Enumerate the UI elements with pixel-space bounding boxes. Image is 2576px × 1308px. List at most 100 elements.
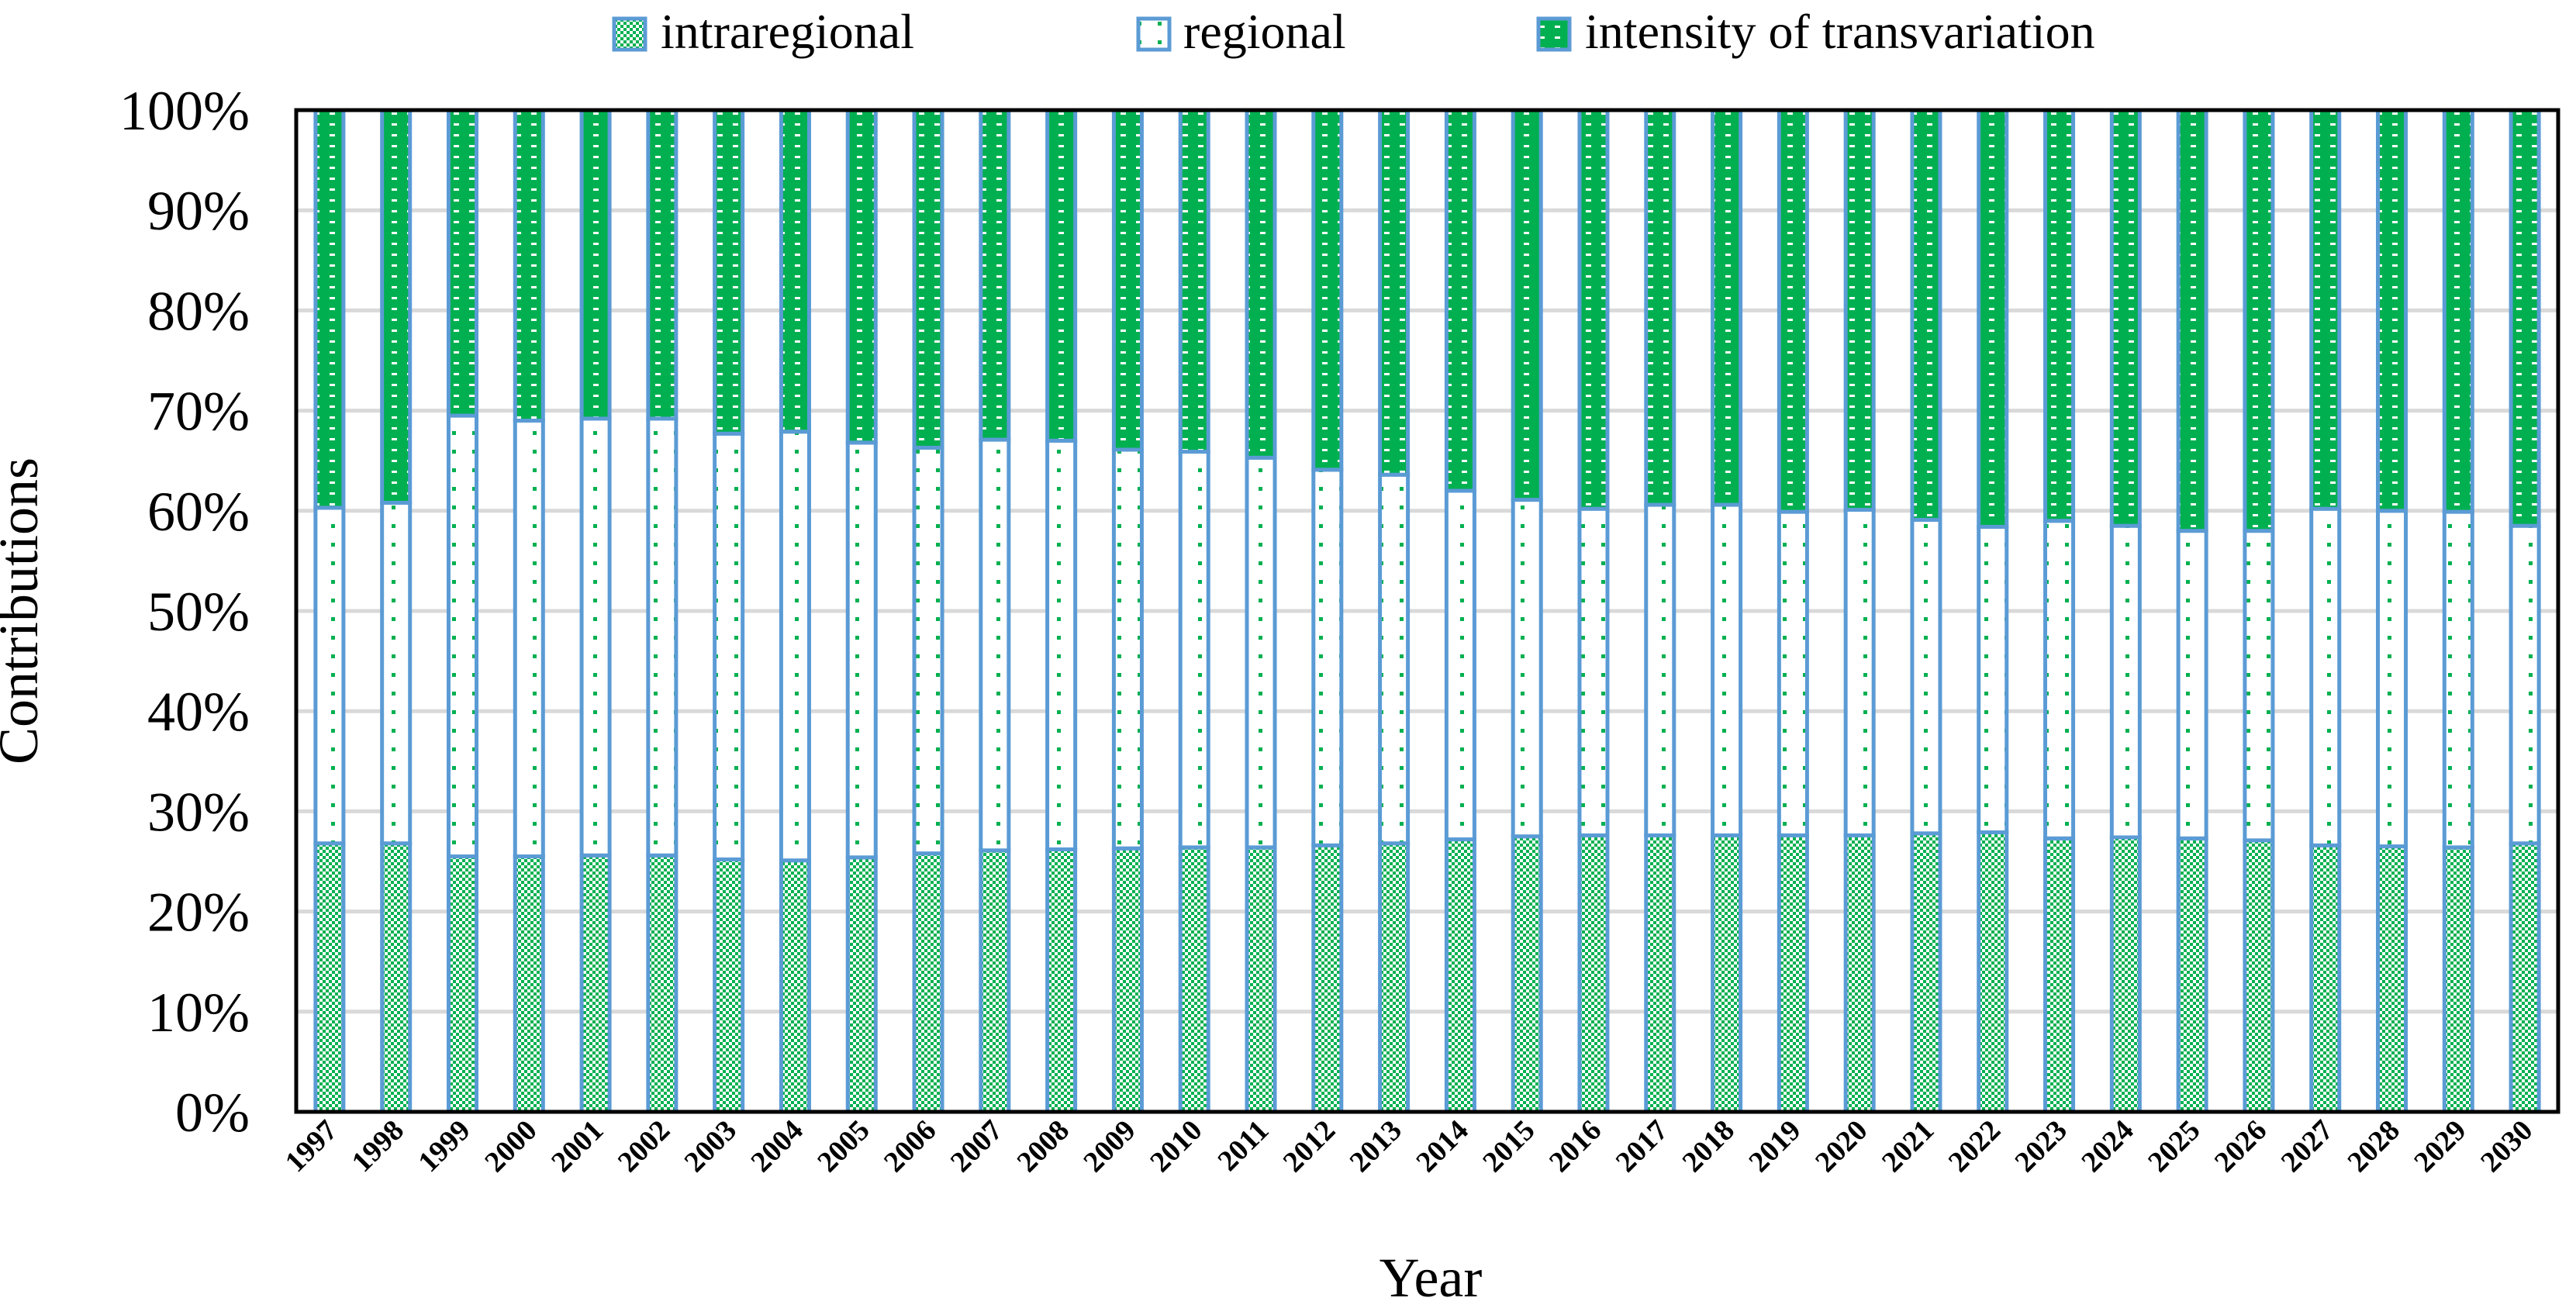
y-tick-label: 40%	[147, 681, 250, 743]
y-tick-label: 0%	[175, 1082, 250, 1144]
bar-segment-regional-2027	[2309, 506, 2342, 847]
bar-segment-intraregional-2016	[1577, 833, 1610, 1114]
x-tick-label: 1997	[279, 1114, 344, 1179]
x-tick-label: 2021	[1876, 1114, 1940, 1179]
bar-segment-intraregional-2014	[1444, 837, 1476, 1114]
x-tick-label: 2019	[1742, 1114, 1807, 1179]
x-tick-label: 2004	[744, 1114, 809, 1179]
x-axis-title: Year	[1380, 1247, 1483, 1308]
bar-segment-intraregional-2015	[1511, 834, 1543, 1114]
bar-segment-regional-2000	[513, 419, 545, 859]
bar-segment-intensity-of-transvariation-2030	[2509, 108, 2541, 528]
bar-segment-regional-2011	[1245, 455, 1277, 850]
bar-segment-intraregional-2022	[1977, 830, 2009, 1114]
x-tick-label: 2025	[2142, 1114, 2206, 1179]
bar-segment-intensity-of-transvariation-2027	[2309, 108, 2342, 511]
bar-segment-intraregional-2025	[2176, 836, 2208, 1114]
y-axis-tick-labels: 0% 10% 20% 30% 40% 50% 60% 70% 80% 90% 100%	[119, 80, 250, 1144]
bar-segment-intraregional-1997	[313, 841, 346, 1114]
bar-segment-intensity-of-transvariation-2015	[1511, 108, 1543, 502]
x-tick-label: 1999	[412, 1114, 476, 1179]
bar-segment-regional-2012	[1311, 468, 1344, 847]
x-tick-label: 2003	[679, 1114, 743, 1179]
legend-label-regional: regional	[1183, 4, 1346, 59]
bar-segment-regional-2006	[912, 445, 944, 856]
bar-segment-intensity-of-transvariation-2018	[1711, 108, 1743, 507]
legend-label-intraregional: intraregional	[661, 4, 914, 59]
bar-segment-intensity-of-transvariation-2022	[1977, 108, 2009, 529]
bar-segment-intensity-of-transvariation-1999	[446, 108, 479, 418]
y-tick-label: 80%	[147, 280, 250, 342]
bar-segment-regional-2002	[646, 416, 679, 858]
y-tick-label: 20%	[147, 882, 250, 944]
bar-segment-intraregional-2017	[1644, 833, 1676, 1114]
bar-segment-intensity-of-transvariation-2024	[2109, 108, 2142, 528]
x-tick-label: 1998	[346, 1114, 410, 1179]
bar-segment-regional-2003	[713, 431, 745, 861]
bar-segment-regional-2004	[779, 430, 811, 863]
bar-segment-intraregional-2020	[1843, 833, 1876, 1114]
bar-segment-intensity-of-transvariation-1997	[313, 108, 346, 510]
x-axis-tick-labels: 1997 1998 1999 2000 2001 2002 2003 2004 2005 2006…	[279, 1114, 2540, 1179]
y-tick-label: 70%	[147, 381, 250, 443]
bar-segment-intensity-of-transvariation-2019	[1777, 108, 1809, 514]
bar-segment-intensity-of-transvariation-2011	[1245, 108, 1277, 460]
y-tick-label: 60%	[147, 481, 250, 543]
bar-segment-intensity-of-transvariation-2010	[1178, 108, 1210, 454]
bar-segment-regional-2015	[1511, 498, 1543, 839]
bar-segment-intraregional-2021	[1910, 831, 1942, 1114]
legend-item-regional: regional	[1136, 4, 1346, 59]
bar-segment-intensity-of-transvariation-2016	[1577, 108, 1610, 511]
bars	[313, 108, 2541, 1114]
bar-segment-intraregional-2004	[779, 858, 811, 1114]
bar-segment-intraregional-2026	[2243, 838, 2275, 1114]
x-tick-label: 2018	[1676, 1114, 1740, 1179]
bar-segment-regional-2029	[2442, 509, 2474, 850]
x-tick-label: 2001	[545, 1114, 609, 1179]
x-tick-label: 2028	[2341, 1114, 2405, 1179]
bar-segment-intensity-of-transvariation-2020	[1843, 108, 1876, 513]
bar-segment-intensity-of-transvariation-2013	[1378, 108, 1411, 477]
bar-segment-intensity-of-transvariation-2003	[713, 108, 745, 436]
plot-area-border	[294, 108, 2560, 1114]
legend-swatch-regional	[1136, 16, 1172, 52]
bar-segment-intraregional-2009	[1111, 846, 1144, 1114]
x-tick-label: 2009	[1077, 1114, 1141, 1179]
bar-segment-intraregional-2024	[2109, 835, 2142, 1114]
bar-segment-regional-2001	[579, 416, 612, 858]
bar-segment-regional-2024	[2109, 523, 2142, 840]
bar-segment-regional-2025	[2176, 529, 2208, 840]
bar-segment-intensity-of-transvariation-2023	[2043, 108, 2076, 523]
bar-segment-intensity-of-transvariation-2002	[646, 108, 679, 421]
y-axis-title: Contributions	[0, 457, 50, 764]
x-tick-label: 2011	[1211, 1114, 1275, 1178]
legend: intraregional regional intensity of tran…	[612, 4, 2095, 59]
bar-segment-intraregional-2012	[1311, 843, 1344, 1114]
x-tick-label: 2027	[2275, 1114, 2339, 1179]
bar-segment-intraregional-2001	[579, 853, 612, 1114]
bar-segment-regional-1998	[380, 500, 413, 846]
x-tick-label: 2002	[612, 1114, 676, 1179]
bar-segment-intraregional-2007	[979, 848, 1011, 1114]
x-tick-label: 2010	[1144, 1114, 1208, 1179]
bar-segment-intensity-of-transvariation-2005	[845, 108, 878, 445]
legend-item-intensity: intensity of transvariation	[1536, 4, 2095, 59]
bar-segment-intensity-of-transvariation-2026	[2243, 108, 2275, 533]
y-tick-label: 10%	[147, 982, 250, 1044]
bar-segment-intensity-of-transvariation-2001	[579, 108, 612, 421]
x-tick-label: 2029	[2408, 1114, 2472, 1179]
bar-segment-regional-2018	[1711, 502, 1743, 837]
bar-segment-intraregional-2018	[1711, 833, 1743, 1114]
bar-segment-intraregional-2003	[713, 857, 745, 1114]
y-tick-label: 30%	[147, 781, 250, 843]
bar-segment-regional-2010	[1178, 450, 1210, 850]
x-tick-label: 2030	[2474, 1114, 2539, 1179]
bar-segment-regional-2009	[1111, 447, 1144, 851]
bar-segment-regional-2030	[2509, 523, 2541, 846]
bar-segment-intraregional-2023	[2043, 836, 2076, 1114]
bar-segment-intensity-of-transvariation-2007	[979, 108, 1011, 442]
bar-segment-intensity-of-transvariation-2025	[2176, 108, 2208, 533]
bar-segment-intensity-of-transvariation-2017	[1644, 108, 1676, 507]
bar-segment-intensity-of-transvariation-1998	[380, 108, 413, 505]
